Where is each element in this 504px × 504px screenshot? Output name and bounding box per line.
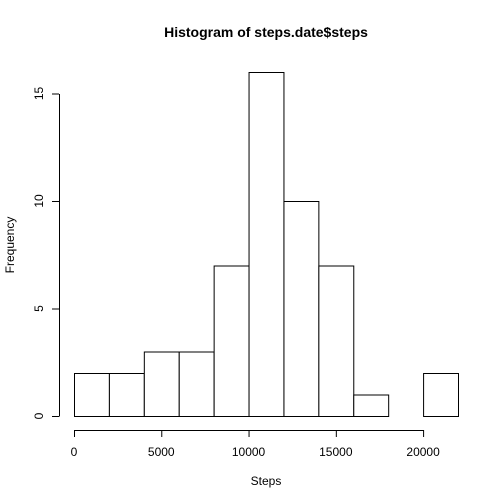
histogram-bar	[74, 373, 110, 417]
histogram-bar	[108, 373, 145, 417]
x-tick-label: 0	[71, 445, 78, 459]
histogram-bar	[353, 394, 390, 417]
y-tick-label: 15	[32, 87, 46, 101]
histogram-bar	[318, 265, 355, 417]
y-axis: 0 5 10 15	[32, 87, 60, 419]
histogram-bar	[423, 373, 460, 417]
x-axis: 0 5000 10000 15000 20000	[71, 430, 440, 459]
x-axis-label: Steps	[251, 474, 282, 488]
histogram-bar	[178, 351, 215, 417]
y-tick-label: 10	[32, 194, 46, 208]
histogram-bar	[283, 201, 320, 417]
x-tick-label: 5000	[148, 445, 175, 459]
x-tick-label: 15000	[319, 445, 353, 459]
x-tick-label: 20000	[406, 445, 440, 459]
histogram-bar	[248, 72, 285, 417]
y-tick-label: 0	[32, 412, 46, 419]
histogram-bar	[143, 351, 180, 417]
histogram-bar	[213, 265, 250, 417]
x-tick-label: 10000	[232, 445, 266, 459]
y-axis-label: Frequency	[3, 217, 17, 274]
chart-title: Histogram of steps.date$steps	[164, 24, 368, 40]
bars-group	[74, 72, 460, 417]
y-tick-label: 5	[32, 305, 46, 312]
